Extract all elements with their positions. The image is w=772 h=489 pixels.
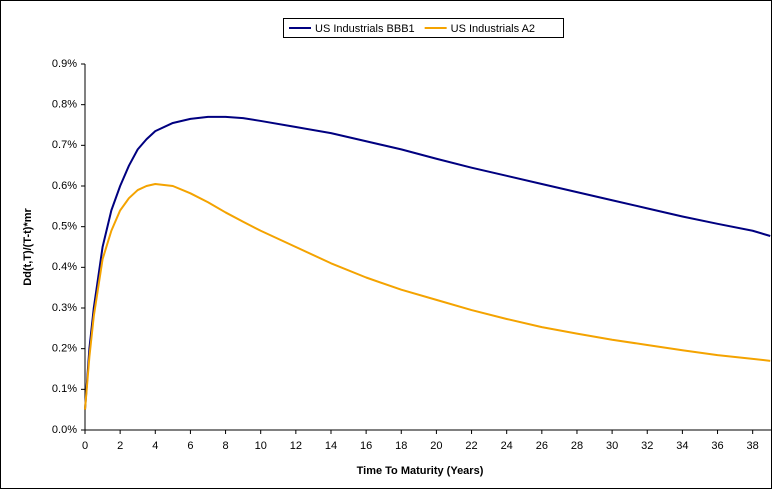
y-tick-label: 0.7% bbox=[52, 139, 77, 151]
x-tick-label: 8 bbox=[223, 440, 229, 452]
series-line bbox=[84, 182, 771, 410]
x-tick-label: 16 bbox=[360, 440, 372, 452]
x-tick-label: 24 bbox=[501, 440, 513, 452]
x-tick-label: 22 bbox=[465, 440, 477, 452]
x-tick-label: 26 bbox=[536, 440, 548, 452]
y-tick-label: 0.0% bbox=[52, 424, 77, 436]
y-tick-label: 0.4% bbox=[52, 261, 77, 273]
y-tick-label: 0.6% bbox=[52, 180, 77, 192]
series-line bbox=[84, 115, 771, 410]
x-tick-label: 4 bbox=[152, 440, 158, 452]
x-tick-label: 32 bbox=[641, 440, 653, 452]
x-tick-label: 34 bbox=[676, 440, 688, 452]
x-tick-label: 20 bbox=[430, 440, 442, 452]
y-tick-label: 0.2% bbox=[52, 343, 77, 355]
x-tick-label: 30 bbox=[606, 440, 618, 452]
x-tick-label: 36 bbox=[711, 440, 723, 452]
y-tick-label: 0.1% bbox=[52, 383, 77, 395]
y-tick-label: 0.3% bbox=[52, 302, 77, 314]
y-tick-label: 0.9% bbox=[52, 58, 77, 70]
x-tick-label: 12 bbox=[290, 440, 302, 452]
x-tick-label: 28 bbox=[571, 440, 583, 452]
y-tick-label: 0.8% bbox=[52, 99, 77, 111]
legend-label: US Industrials BBB1 bbox=[315, 23, 415, 35]
x-tick-label: 2 bbox=[117, 440, 123, 452]
x-tick-label: 6 bbox=[187, 440, 193, 452]
x-tick-label: 10 bbox=[255, 440, 267, 452]
legend-box bbox=[283, 18, 564, 38]
y-axis-label: Dd(t,T)/(T-t)*mr bbox=[22, 207, 34, 285]
y-tick-label: 0.5% bbox=[52, 221, 77, 233]
x-tick-label: 38 bbox=[747, 440, 759, 452]
x-axis-label: Time To Maturity (Years) bbox=[357, 465, 484, 477]
x-tick-label: 14 bbox=[325, 440, 337, 452]
x-tick-label: 0 bbox=[82, 440, 88, 452]
x-tick-label: 18 bbox=[395, 440, 407, 452]
legend-label: US Industrials A2 bbox=[451, 23, 535, 35]
